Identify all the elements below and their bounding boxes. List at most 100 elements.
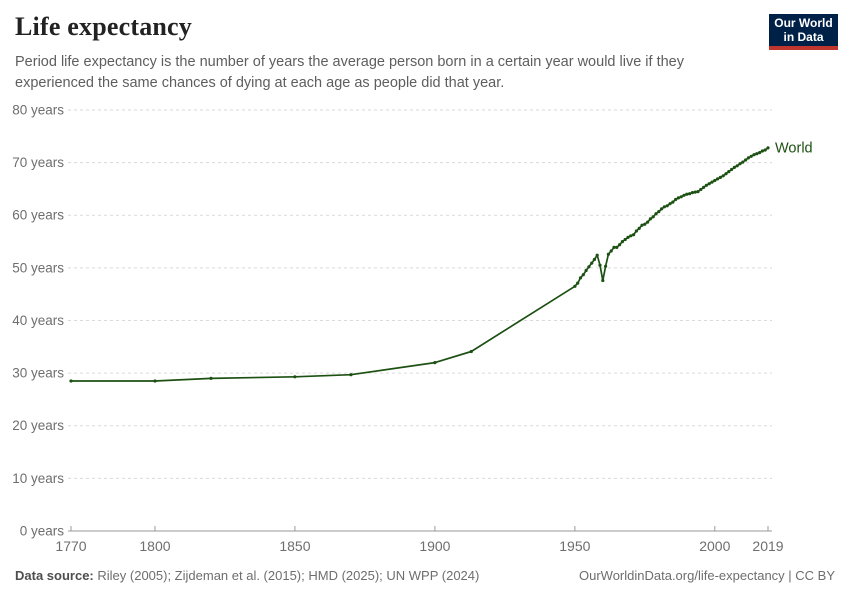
owid-logo: Our World in Data: [769, 14, 838, 50]
data-point: [209, 376, 213, 380]
chart-subtitle: Period life expectancy is the number of …: [15, 54, 684, 91]
data-point: [590, 261, 594, 265]
y-tick-label: 80 years: [12, 102, 64, 117]
data-point: [293, 375, 297, 379]
y-tick-label: 60 years: [12, 208, 64, 223]
data-point: [741, 160, 745, 164]
data-point: [738, 162, 742, 166]
series-end-label: World: [775, 140, 813, 156]
data-point: [760, 149, 765, 153]
data-point: [713, 178, 717, 183]
data-point: [704, 183, 709, 187]
x-tick-label: 1800: [139, 538, 170, 554]
data-point: [595, 253, 599, 257]
data-point: [699, 187, 703, 192]
data-point: [766, 146, 770, 150]
data-point: [643, 222, 647, 226]
data-point: [609, 249, 613, 253]
data-point: [623, 237, 627, 242]
data-point: [696, 190, 700, 194]
data-point: [634, 229, 639, 233]
data-point: [721, 174, 725, 178]
data-point: [690, 191, 695, 195]
data-point: [660, 207, 664, 211]
y-tick-label: 30 years: [12, 366, 64, 381]
x-tick-label: 1770: [55, 538, 86, 554]
data-point: [746, 156, 751, 160]
x-tick-label: 1850: [279, 538, 310, 554]
data-point: [632, 233, 636, 237]
data-point: [606, 252, 611, 256]
owid-logo-line2: in Data: [783, 30, 824, 44]
y-tick-label: 40 years: [12, 313, 64, 328]
data-point: [620, 240, 625, 244]
data-point: [749, 154, 753, 158]
data-point: [730, 167, 734, 172]
data-point: [433, 361, 437, 365]
data-point: [587, 265, 591, 269]
data-point: [69, 379, 73, 383]
data-point: [657, 210, 661, 214]
data-point: [612, 245, 616, 249]
data-point: [662, 205, 667, 209]
data-point: [685, 192, 689, 196]
y-tick-label: 20 years: [12, 418, 64, 433]
data-point: [581, 273, 585, 277]
data-point: [615, 245, 619, 249]
data-point: [735, 164, 739, 168]
y-tick-label: 50 years: [12, 260, 64, 275]
data-point: [646, 220, 650, 224]
data-point: [718, 175, 723, 179]
data-point: [573, 284, 577, 288]
series-line-world: [70, 147, 769, 382]
data-point: [665, 204, 669, 208]
data-point: [618, 243, 622, 247]
data-point: [679, 195, 683, 199]
chart-title: Life expectancy: [15, 12, 193, 41]
data-point: [637, 226, 641, 230]
data-point: [716, 177, 720, 181]
data-point: [724, 172, 728, 176]
y-tick-label: 10 years: [12, 471, 64, 486]
x-tick-label: 1950: [559, 538, 590, 554]
data-point: [598, 263, 602, 267]
data-point: [651, 215, 655, 219]
data-source: Data source: Riley (2005); Zijdeman et a…: [15, 568, 479, 583]
y-tick-label: 70 years: [12, 155, 64, 170]
data-point: [578, 276, 583, 280]
y-tick-label: 0 years: [20, 523, 65, 538]
data-point: [707, 182, 711, 186]
data-point: [688, 192, 692, 196]
x-tick-label: 2000: [699, 538, 730, 554]
data-point: [676, 196, 681, 200]
data-point: [693, 190, 697, 194]
data-point: [763, 148, 767, 152]
data-point: [758, 151, 762, 155]
data-point: [671, 200, 675, 204]
data-point: [349, 373, 353, 377]
data-source-label: Data source:: [15, 568, 94, 583]
data-point: [654, 212, 658, 216]
x-tick-label: 2019: [752, 538, 783, 554]
data-point: [744, 158, 748, 162]
data-point: [732, 165, 737, 169]
owid-logo-line1: Our World: [774, 16, 833, 30]
data-point: [629, 234, 633, 238]
data-point: [592, 257, 597, 262]
data-point: [727, 170, 731, 174]
data-point: [668, 202, 672, 206]
data-point: [674, 197, 678, 202]
data-point: [640, 223, 644, 227]
data-point: [153, 379, 157, 383]
data-point: [752, 153, 756, 157]
data-point: [626, 235, 630, 239]
data-point: [584, 268, 588, 273]
data-point: [710, 180, 714, 184]
data-point: [648, 217, 653, 221]
x-tick-label: 1900: [419, 538, 450, 554]
data-point: [702, 185, 706, 189]
data-point: [682, 193, 686, 197]
attribution: OurWorldinData.org/life-expectancy | CC …: [578, 568, 835, 583]
chart-footer: Data source: Riley (2005); Zijdeman et a…: [15, 568, 835, 583]
